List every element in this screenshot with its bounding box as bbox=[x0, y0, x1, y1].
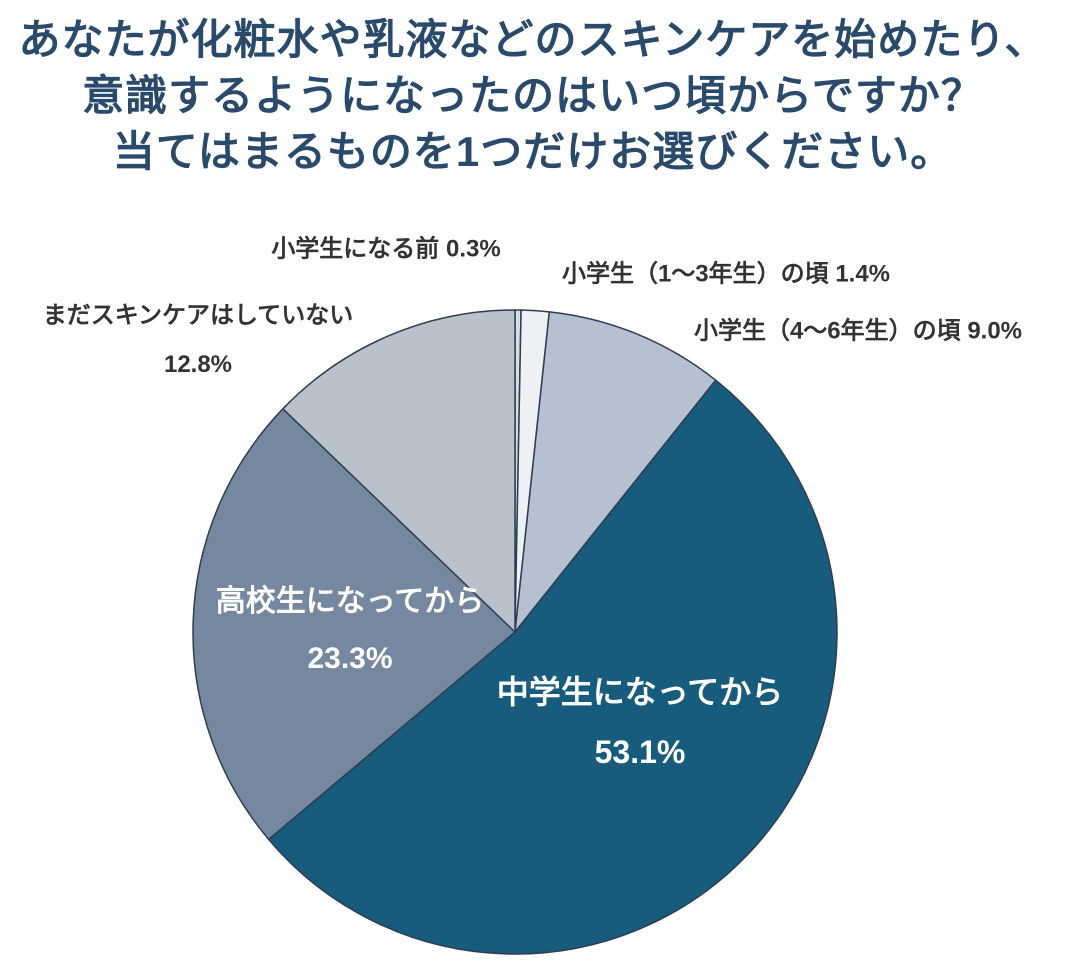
pie-slice-3 bbox=[514, 311, 717, 633]
pie-slice-4 bbox=[267, 379, 838, 955]
label-highschool: 高校生になってから 23.3% bbox=[216, 573, 485, 687]
chart-title-line-1: あなたが化粧水や乳液などのスキンケアを始めたり、 bbox=[18, 16, 1048, 63]
chart-title: あなたが化粧水や乳液などのスキンケアを始めたり、 意識するようになったのはいつ頃… bbox=[0, 12, 1066, 180]
label-no-skincare: まだスキンケアはしていない 12.8% bbox=[43, 291, 354, 389]
label-pre-elementary: 小学生になる前 0.3% bbox=[271, 235, 501, 263]
pie-slice-5 bbox=[192, 408, 516, 841]
label-middleschool-text: 中学生になってから bbox=[496, 674, 784, 710]
label-middleschool-percent: 53.1% bbox=[594, 734, 686, 770]
pie-slice-6 bbox=[282, 309, 516, 633]
label-elementary-1-3: 小学生（1〜3年生）の頃 1.4% bbox=[561, 260, 891, 288]
chart-title-line-3: 当てはまるものを1つだけお選びください。 bbox=[112, 127, 954, 175]
label-no-skincare-percent: 12.8% bbox=[163, 351, 233, 378]
label-no-skincare-text: まだスキンケアはしていない bbox=[42, 302, 354, 329]
label-highschool-text: 高校生になってから bbox=[215, 585, 485, 618]
label-middleschool: 中学生になってから 53.1% bbox=[497, 662, 783, 782]
label-highschool-percent: 23.3% bbox=[307, 642, 393, 675]
label-elementary-4-6: 小学生（4〜6年生）の頃 9.0% bbox=[693, 317, 1023, 345]
chart-title-line-2: 意識するようになったのはいつ頃からですか？ bbox=[82, 71, 984, 119]
